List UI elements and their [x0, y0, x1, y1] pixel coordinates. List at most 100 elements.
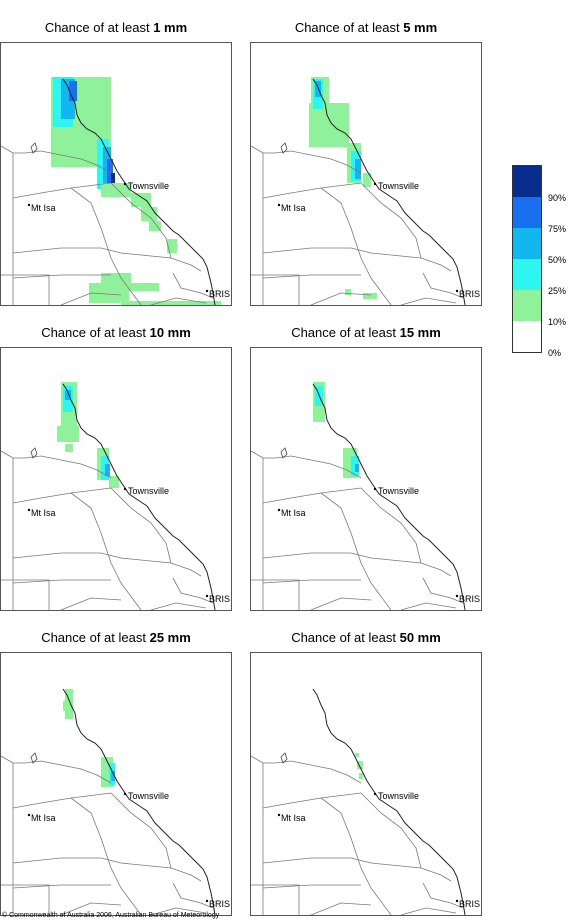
region-border [110, 487, 172, 564]
legend-swatch-25 [513, 259, 541, 290]
rainfall-map: Townsville Mt Isa BRIS [0, 42, 232, 306]
town-townsville: Townsville [378, 181, 420, 191]
region-border [70, 492, 142, 610]
coastline [312, 78, 466, 305]
region-border [150, 297, 207, 305]
region-border [310, 902, 372, 915]
town-mt-isa: Mt Isa [281, 203, 306, 213]
coastline [312, 688, 466, 915]
rain-probability-area [167, 239, 177, 253]
town-dot [123, 487, 127, 491]
region-border [110, 792, 172, 869]
island-outline [280, 752, 288, 764]
town-townsville: Townsville [128, 181, 170, 191]
town-mt-isa: Mt Isa [31, 203, 56, 213]
region-border [70, 797, 142, 915]
town-townsville: Townsville [128, 486, 170, 496]
region-border [262, 487, 362, 504]
town-dot [205, 899, 209, 903]
region-border [12, 579, 111, 584]
town-dot [373, 182, 377, 186]
rain-probability-area [357, 761, 363, 769]
region-border [12, 487, 112, 504]
town-dot [277, 813, 281, 817]
region-border [310, 597, 372, 610]
island-outline [280, 142, 288, 154]
copyright-notice: © Commonwealth of Australia 2006, Austra… [2, 912, 220, 919]
coastline [62, 78, 216, 305]
rain-probability-area [107, 159, 113, 189]
town-mt-isa: Mt Isa [31, 508, 56, 518]
region-border [60, 902, 122, 915]
town-dot [277, 508, 281, 512]
region-border [70, 187, 142, 305]
map-svg [251, 688, 466, 915]
region-border [251, 274, 300, 305]
rain-probability-area [171, 301, 211, 305]
region-border [251, 755, 348, 776]
rain-probability-area [149, 221, 161, 231]
region-border [12, 884, 111, 889]
rain-probability-area [141, 207, 157, 221]
region-border [150, 602, 207, 610]
rainfall-map: Townsville Mt Isa BRIS [250, 42, 482, 306]
region-border [251, 145, 348, 166]
town-dot [123, 182, 127, 186]
town-mt-isa: Mt Isa [31, 813, 56, 823]
panel-title: Chance of at least 25 mm [41, 630, 191, 645]
region-border [262, 552, 452, 577]
island-outline [280, 447, 288, 459]
region-border [172, 577, 214, 604]
rainfall-map: Townsville Mt Isa BRIS [250, 347, 482, 611]
town-brisbane: BRIS [209, 899, 231, 909]
rain-probability-area [105, 464, 110, 476]
town-dot [27, 203, 31, 207]
rain-probability-area [111, 173, 115, 187]
legend-color-bar [512, 165, 542, 353]
legend-label-10: 10% [548, 317, 567, 327]
region-border [251, 450, 348, 471]
region-border [60, 292, 122, 305]
region-border [422, 272, 464, 299]
island-outline [30, 142, 38, 154]
region-border [172, 882, 214, 909]
rain-probability-area [65, 444, 73, 452]
legend-swatch-50 [513, 228, 541, 259]
legend-label-25: 25% [548, 286, 567, 296]
panel-title: Chance of at least 50 mm [291, 630, 441, 645]
region-border [12, 552, 202, 577]
panel-title: Chance of at least 10 mm [41, 325, 191, 340]
town-dot [455, 899, 459, 903]
map-svg [251, 77, 466, 305]
region-border [12, 247, 202, 272]
region-border [12, 857, 202, 882]
region-border [1, 579, 50, 610]
rain-probability-area [101, 183, 131, 197]
region-border [110, 182, 172, 259]
rainfall-map: Townsville Mt Isa BRIS [0, 652, 232, 916]
legend-swatch-10 [513, 290, 541, 321]
region-border [400, 297, 457, 305]
region-border [262, 247, 452, 272]
region-border [346, 164, 362, 174]
legend-label-50: 50% [548, 255, 567, 265]
region-border [320, 797, 392, 915]
rain-probability-area [89, 283, 129, 303]
town-brisbane: BRIS [459, 594, 481, 604]
region-border [12, 182, 112, 199]
region-border [346, 774, 362, 784]
region-border [150, 907, 207, 915]
region-border [262, 857, 452, 882]
region-border [360, 487, 422, 564]
region-border [262, 182, 362, 199]
rain-probability-area [57, 426, 79, 442]
town-townsville: Townsville [378, 791, 420, 801]
legend-swatch-90 [513, 166, 541, 197]
region-border [400, 602, 457, 610]
map-svg [1, 382, 216, 610]
island-outline [30, 447, 38, 459]
coastline [62, 383, 216, 610]
region-border [1, 884, 50, 915]
town-dot [27, 508, 31, 512]
town-dot [373, 487, 377, 491]
